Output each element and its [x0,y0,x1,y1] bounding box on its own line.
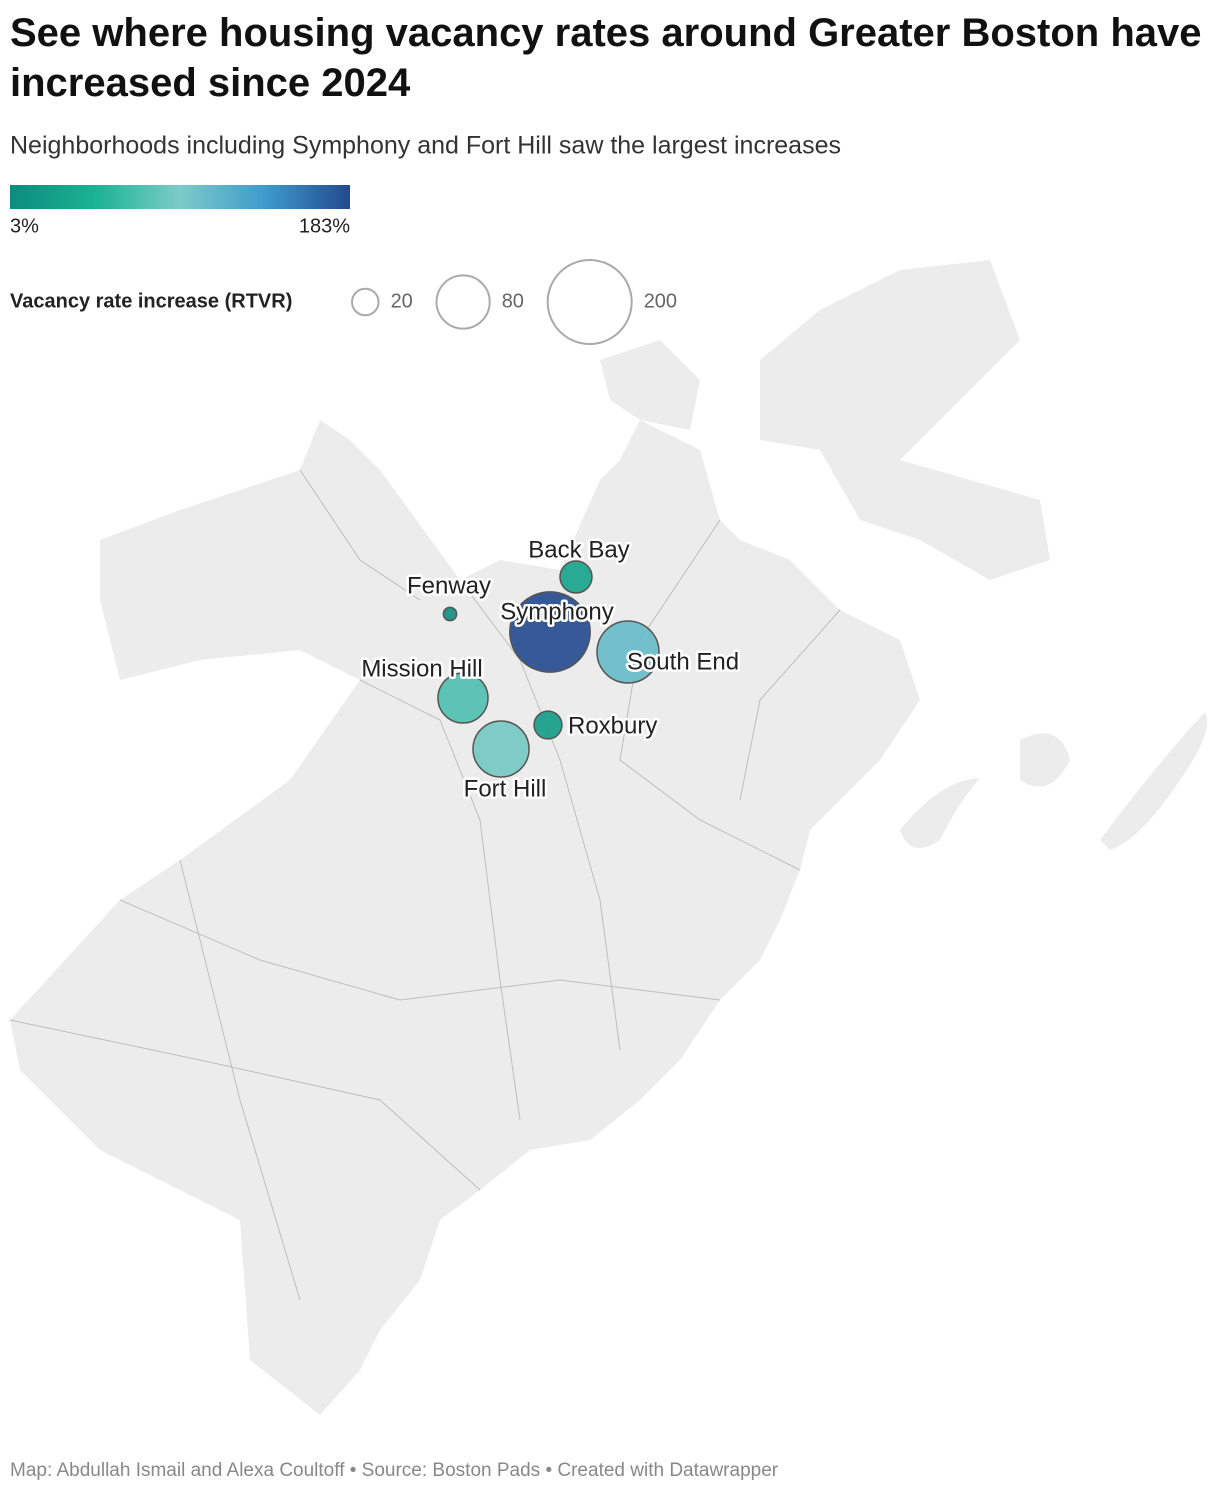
neighborhood-label: South End [627,648,739,675]
neighborhood-label: Roxbury [568,712,657,739]
size-legend-circle [351,287,380,317]
size-legend-label: 80 [502,290,524,312]
basemap [9,260,1208,1415]
color-legend-min: 3% [10,215,39,237]
color-legend-bar [10,185,350,209]
neighborhood-symbol [509,591,591,673]
neighborhood-symbol [437,672,489,724]
neighborhood-symbol [472,720,530,778]
neighborhood-label: Symphony [500,598,613,625]
neighborhood-label: Fenway [407,572,491,599]
size-legend-label: 200 [644,290,677,312]
subtitle: Neighborhoods including Symphony and For… [10,132,841,160]
neighborhood-label: Mission Hill [361,655,482,682]
neighborhood-symbol [596,620,660,684]
neighborhood-symbol [533,710,563,740]
title: See where housing vacancy rates around G… [10,11,1202,105]
neighborhood-symbol [559,560,593,594]
size-legend-title: Vacancy rate increase (RTVR) [10,290,292,312]
size-legend-circle [435,274,491,330]
neighborhood-label: Fort Hill [464,775,547,802]
size-legend-label: 20 [391,290,413,312]
footer: Map: Abdullah Ismail and Alexa Coultoff … [10,1460,779,1481]
size-legend-circle [546,259,633,345]
color-legend-max: 183% [299,215,350,237]
neighborhood-label: Back Bay [528,536,629,563]
neighborhood-symbol [442,606,458,622]
